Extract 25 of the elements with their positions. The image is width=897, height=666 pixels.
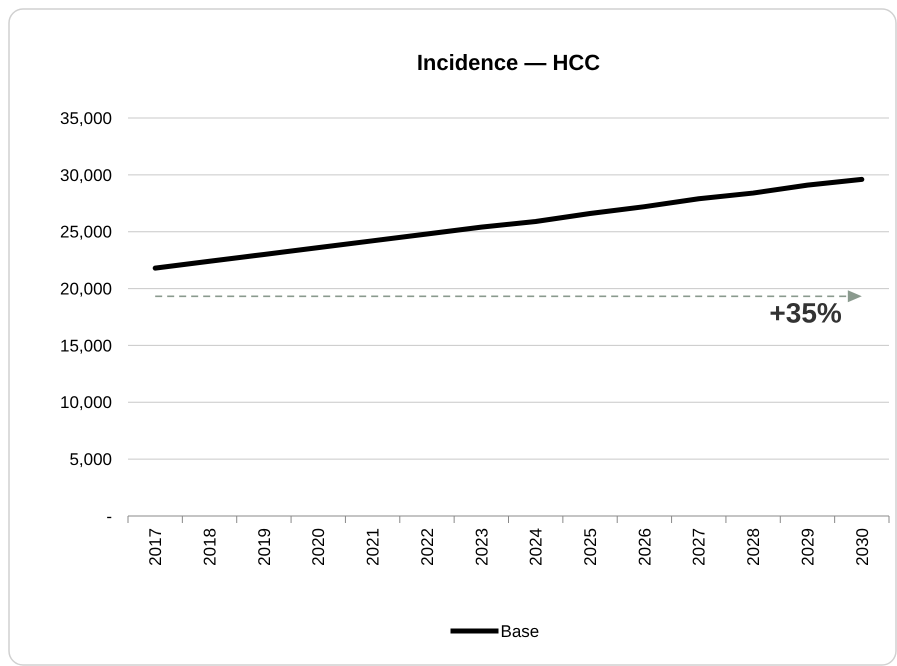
y-tick-label: 15,000 bbox=[60, 336, 112, 356]
x-tick-label: 2017 bbox=[146, 528, 166, 566]
y-tick-label: 25,000 bbox=[60, 222, 112, 242]
x-tick-label: 2020 bbox=[309, 528, 328, 566]
x-tick-label: 2030 bbox=[852, 528, 872, 566]
y-tick-label: - bbox=[106, 506, 112, 526]
x-tick-label: 2019 bbox=[254, 528, 274, 566]
x-tick-label: 2022 bbox=[418, 528, 437, 566]
y-tick-label: 5,000 bbox=[69, 450, 112, 470]
annotation: +35% bbox=[769, 297, 842, 328]
x-tick-label: 2025 bbox=[580, 528, 600, 566]
y-tick-label: 20,000 bbox=[60, 280, 112, 299]
x-tick-label: 2029 bbox=[798, 528, 818, 566]
legend-label: Base bbox=[500, 622, 540, 641]
chart-title: Incidence — HCC bbox=[416, 50, 600, 75]
x-tick-label: 2028 bbox=[744, 528, 764, 566]
x-tick-label: 2024 bbox=[526, 528, 546, 566]
y-tick-label: 30,000 bbox=[60, 166, 112, 185]
x-tick-label: 2023 bbox=[472, 528, 492, 566]
y-tick-label: 10,000 bbox=[60, 393, 112, 412]
x-tick-label: 2018 bbox=[200, 528, 220, 566]
x-tick-label: 2027 bbox=[690, 528, 709, 566]
x-tick-label: 2026 bbox=[635, 528, 654, 566]
x-tick-label: 2021 bbox=[364, 528, 383, 566]
y-tick-label: 35,000 bbox=[60, 108, 112, 128]
